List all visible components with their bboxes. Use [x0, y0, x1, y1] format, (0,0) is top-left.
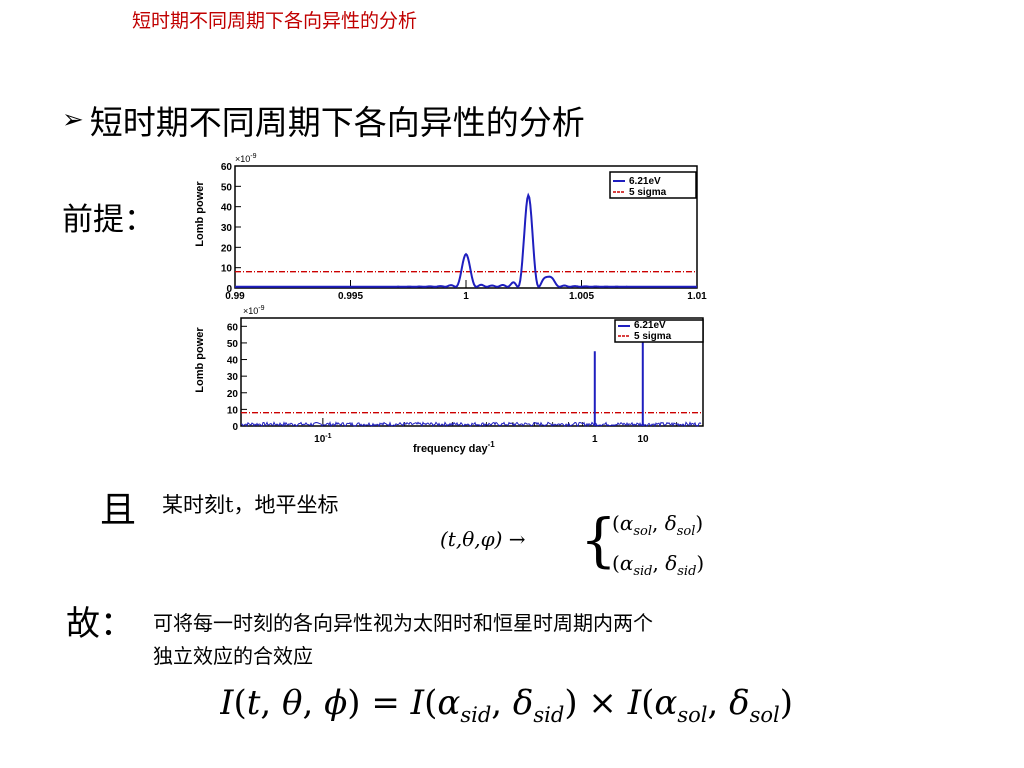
top-ytick-label: 60	[221, 162, 233, 173]
bottom-plot: Lomb power ×10-9 0 10 20 30 40 50 60 10-1 1 10 6…	[194, 305, 704, 455]
top-xtick-label: 1.01	[687, 291, 707, 302]
bottom-legend	[614, 319, 704, 343]
bottom-xlabel: frequency day-1	[413, 440, 495, 455]
top-ytick-label: 20	[221, 243, 233, 254]
top-ytick-label: 10	[221, 264, 233, 275]
bottom-ylabel: Lomb power	[194, 327, 206, 393]
condition-char: 且	[100, 490, 137, 531]
bottom-ytick-label: 30	[227, 372, 239, 383]
arrow-bullet-icon: ➢	[62, 105, 84, 135]
eq-main-text: I(t, θ, ϕ) = I(αsid, δsid) × I(αsol, δso…	[220, 683, 793, 727]
bottom-ytick-label: 10	[227, 405, 239, 416]
conclusion-line-2: 独立效应的合效应	[153, 644, 313, 668]
bottom-ytick-label: 0	[232, 422, 238, 433]
top-xtick-label: 1	[463, 291, 469, 302]
bottom-noise-floor	[240, 420, 702, 428]
header-title: 短时期不同周期下各向异性的分析	[132, 10, 418, 32]
bottom-ytick-label: 60	[227, 322, 239, 333]
conclusion-label: 故：	[66, 604, 134, 644]
bottom-ytick-label: 50	[227, 339, 239, 350]
top-legend-1: 6.21eV	[629, 176, 661, 187]
top-legend-2: 5 sigma	[629, 187, 667, 198]
bottom-legend-2: 5 sigma	[634, 331, 672, 342]
top-exponent: ×10-9	[235, 153, 257, 164]
bottom-legend-1: 6.21eV	[634, 320, 666, 331]
top-xtick-label: 1.005	[569, 291, 594, 302]
bottom-xtick-label: 1	[592, 434, 598, 445]
bottom-xtick-label: 10	[637, 434, 649, 445]
premise-label: 前提：	[62, 202, 155, 238]
top-xtick-label: 0.995	[338, 291, 363, 302]
top-ytick-label: 40	[221, 203, 233, 214]
top-ytick-label: 30	[221, 223, 233, 234]
top-legend	[609, 171, 697, 199]
top-xtick-label: 0.99	[225, 291, 245, 302]
top-ytick-label: 50	[221, 182, 233, 193]
top-power-curve	[235, 192, 697, 288]
bottom-ytick-label: 20	[227, 389, 239, 400]
section-title: 短时期不同周期下各向异性的分析	[89, 103, 585, 142]
bottom-xtick-label: 10-1	[314, 433, 331, 445]
eq-lhs: (t,θ,φ) →	[440, 527, 526, 551]
eq-brace: {	[580, 506, 617, 574]
intensity-decomposition-equation: I(t, θ, ϕ) = I(αsid, δsid) × I(αsol, δso…	[220, 683, 793, 727]
top-plot: Lomb power ×10-9 0 10 20 30 40 50 60 0.99 0.995…	[194, 153, 707, 302]
top-ytick-label: 0	[226, 284, 232, 295]
eq-sid: (αsid, δsid)	[612, 551, 704, 579]
bottom-exponent: ×10-9	[243, 305, 265, 316]
section-heading: ➢ 短时期不同周期下各向异性的分析	[62, 96, 585, 144]
coordinate-mapping-equation: (t,θ,φ) → { (αsol, δsol) (αsid, δsid)	[440, 506, 704, 579]
eq-sol: (αsol, δsol)	[612, 511, 703, 539]
top-ylabel: Lomb power	[194, 181, 206, 247]
conclusion-line-1: 可将每一时刻的各向异性视为太阳时和恒星时周期内两个	[153, 611, 653, 635]
condition-text: 某时刻t，地平坐标	[162, 493, 339, 517]
bottom-ytick-label: 40	[227, 356, 239, 367]
